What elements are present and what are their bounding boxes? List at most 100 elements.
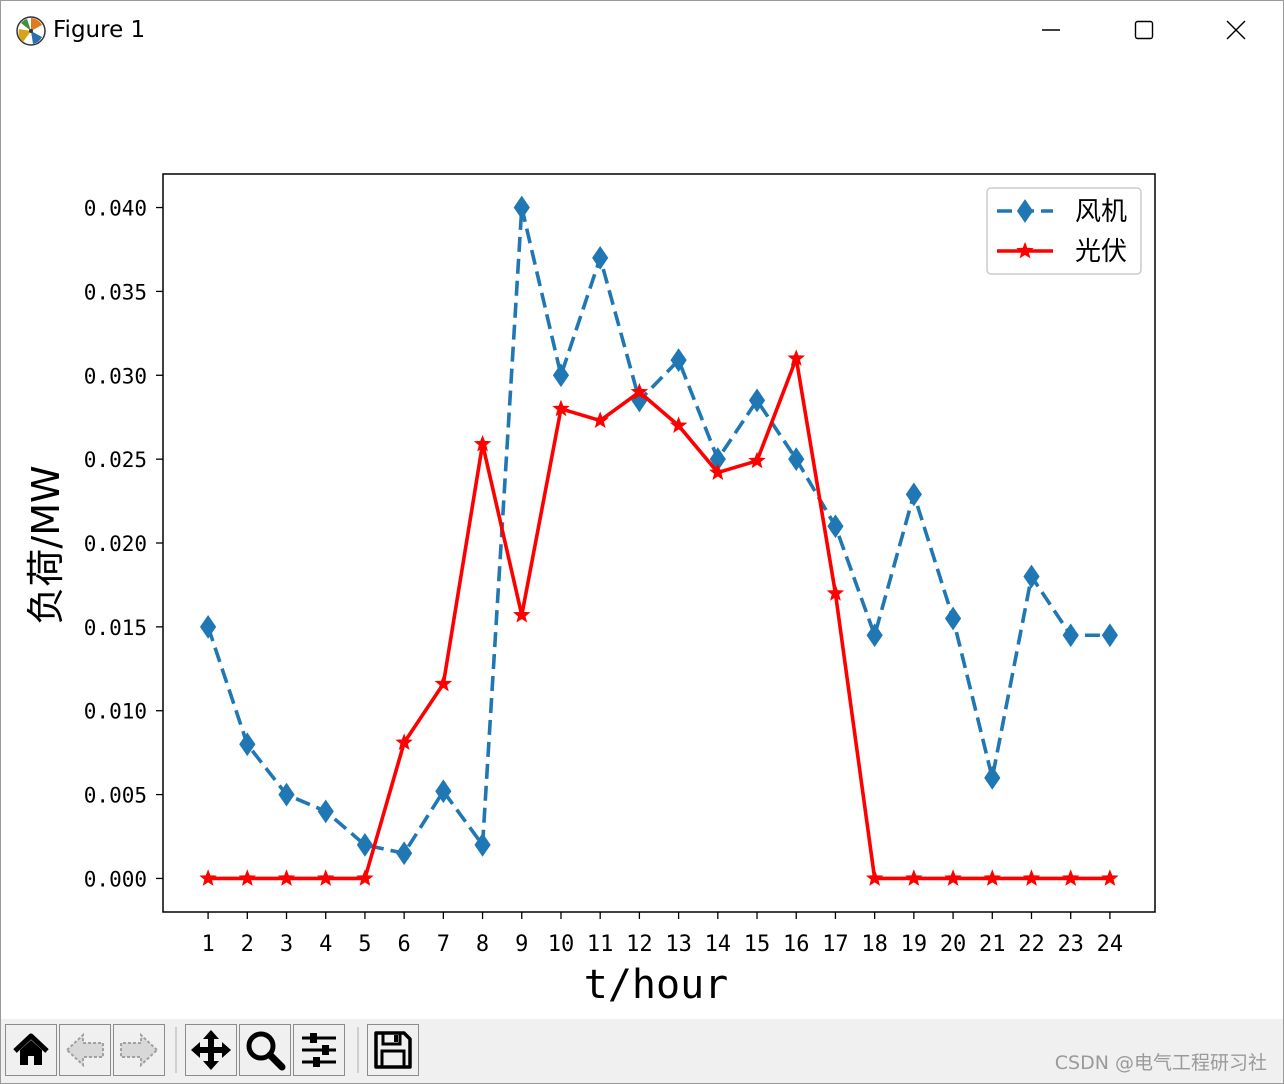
data-point [592, 245, 609, 270]
data-point [826, 584, 845, 601]
data-point [866, 623, 883, 648]
data-point [630, 382, 649, 400]
x-tick-label: 21 [979, 932, 1006, 957]
back-arrow-icon [65, 1032, 104, 1068]
x-tick-label: 13 [665, 932, 692, 957]
data-point [709, 463, 727, 480]
floppy-disk-icon [374, 1031, 412, 1069]
forward-arrow-icon [120, 1032, 159, 1068]
data-point [356, 833, 374, 857]
x-tick-label: 1 [201, 932, 214, 957]
close-button[interactable] [1189, 1, 1283, 59]
y-tick-label: 0.005 [84, 784, 147, 808]
toolbar-separator [175, 1027, 177, 1073]
series-line [206, 205, 1110, 856]
x-tick-label: 14 [705, 932, 732, 957]
maximize-icon [1134, 20, 1154, 40]
x-tick-label: 11 [587, 932, 614, 957]
data-point [513, 195, 530, 220]
y-tick-label: 0.035 [84, 280, 147, 304]
figure-canvas[interactable]: 0.000 0.005 0.010 0.015 0.020 0.025 0.030 0.035… [1, 59, 1283, 1019]
x-tick-label: 23 [1057, 932, 1084, 957]
maximize-button[interactable] [1097, 1, 1191, 59]
y-tick-label: 0.020 [84, 532, 147, 556]
line-chart[interactable]: 0.000 0.005 0.010 0.015 0.020 0.025 0.030 0.035… [1, 59, 1283, 1019]
data-point [238, 869, 257, 886]
data-point [1101, 869, 1119, 886]
data-point [787, 349, 805, 366]
minimize-icon [1042, 29, 1060, 31]
data-point [827, 514, 844, 539]
data-point [396, 841, 413, 866]
x-tick-label: 22 [1018, 932, 1045, 957]
data-point [1101, 623, 1119, 648]
data-point [277, 869, 296, 886]
y-tick-label: 0.000 [84, 867, 147, 891]
x-tick-label: 20 [940, 932, 967, 957]
data-point [905, 482, 922, 507]
toolbar-separator [357, 1027, 359, 1073]
data-point [984, 765, 1001, 790]
data-point [356, 869, 374, 886]
x-tick-label: 12 [626, 932, 653, 957]
data-point [944, 869, 962, 886]
series-line [208, 356, 1110, 881]
data-point [1023, 564, 1040, 589]
data-point [317, 799, 334, 824]
data-point [435, 779, 452, 804]
legend-label: 光伏 [1075, 237, 1127, 267]
x-tick-label: 4 [319, 932, 332, 957]
save-button[interactable] [367, 1024, 419, 1076]
data-point [670, 348, 687, 373]
data-point [474, 833, 491, 857]
data-point [865, 869, 884, 886]
plot-frame [162, 173, 1156, 913]
home-icon [13, 1033, 49, 1065]
y-tick-label: 0.015 [84, 616, 147, 640]
back-button[interactable] [59, 1024, 111, 1076]
data-point [278, 782, 295, 807]
zoom-button[interactable] [239, 1024, 291, 1076]
sliders-icon [302, 1033, 336, 1067]
data-point [199, 869, 217, 886]
configure-subplots-button[interactable] [293, 1024, 345, 1076]
x-tick-label: 9 [515, 932, 528, 957]
x-tick-label: 17 [822, 932, 849, 957]
data-point [748, 451, 766, 469]
data-point [669, 416, 688, 434]
series-2 [199, 349, 1119, 886]
data-point [513, 605, 531, 623]
x-tick-label: 7 [437, 932, 450, 957]
close-icon [1226, 20, 1246, 40]
forward-button[interactable] [113, 1024, 165, 1076]
data-point [983, 869, 1002, 886]
y-tick-label: 0.025 [84, 448, 147, 472]
minimize-button[interactable] [1004, 1, 1098, 59]
x-tick-label: 18 [861, 932, 888, 957]
pan-button[interactable] [185, 1024, 237, 1076]
title-bar[interactable]: Figure 1 [1, 1, 1283, 59]
data-point [1022, 869, 1041, 886]
window-title: Figure 1 [53, 17, 146, 43]
move-icon [191, 1030, 231, 1070]
data-point [944, 606, 962, 631]
legend-marker [1016, 199, 1034, 223]
data-point [473, 434, 492, 452]
data-point [239, 732, 256, 757]
matplotlib-logo-icon [16, 16, 46, 46]
series-1 [199, 195, 1119, 866]
x-tick-label: 16 [783, 932, 810, 957]
y-axis-label: 负荷/MW [24, 465, 68, 624]
x-tick-label: 6 [398, 932, 411, 957]
x-tick-label: 8 [476, 932, 489, 957]
x-tick-label: 2 [241, 932, 254, 957]
data-point [552, 399, 570, 417]
x-tick-label: 24 [1097, 932, 1124, 957]
x-tick-label: 5 [358, 932, 371, 957]
y-tick-label: 0.040 [84, 197, 147, 221]
data-point [395, 733, 413, 751]
legend-label: 风机 [1075, 197, 1127, 227]
home-button[interactable] [5, 1024, 57, 1076]
data-point [552, 363, 570, 388]
